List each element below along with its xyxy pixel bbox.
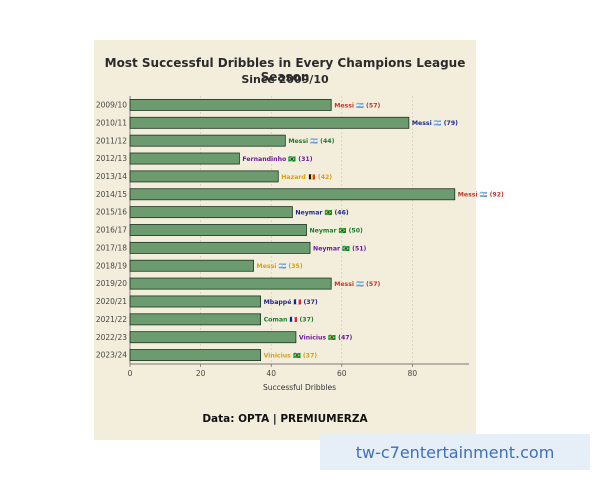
data-label-5: Messi 🇦🇷 (92) [458, 191, 504, 199]
category-label-12: 2021/22 [96, 315, 127, 324]
data-label-8: Neymar 🇧🇷 (51) [313, 244, 367, 252]
bar-2 [129, 134, 286, 147]
category-label-3: 2012/13 [96, 154, 127, 163]
watermark: tw-c7entertainment.com [320, 434, 590, 470]
category-label-5: 2014/15 [96, 190, 127, 199]
data-source-footer: Data: OPTA | PREMIUMERZA [202, 413, 368, 425]
data-label-10: Messi 🇦🇷 (57) [334, 280, 380, 288]
data-label-12: Coman 🇫🇷 (37) [264, 316, 314, 324]
bar-12 [129, 313, 262, 326]
data-label-1: Messi 🇦🇷 (79) [412, 119, 458, 127]
bar-5 [129, 188, 456, 201]
bar-6 [129, 206, 293, 219]
category-label-7: 2016/17 [96, 226, 127, 235]
bar-10 [129, 277, 332, 290]
x-tick-label-0: 0 [128, 369, 133, 378]
data-label-2: Messi 🇦🇷 (44) [288, 137, 334, 145]
x-tick-label-3: 60 [337, 369, 347, 378]
bar-11 [129, 295, 262, 308]
category-label-14: 2023/24 [96, 351, 127, 360]
data-label-9: Messi 🇦🇷 (35) [257, 262, 303, 270]
bar-8 [129, 241, 311, 254]
bar-3 [129, 152, 240, 165]
category-label-6: 2015/16 [96, 208, 127, 217]
data-label-14: Vinicius 🇧🇷 (37) [264, 351, 318, 359]
category-label-11: 2020/21 [96, 297, 127, 306]
data-label-0: Messi 🇦🇷 (57) [334, 101, 380, 109]
bar-1 [129, 116, 410, 129]
category-label-8: 2017/18 [96, 243, 127, 252]
chart-subtitle: Since 2009/10 [241, 73, 329, 86]
bar-9 [129, 259, 254, 272]
category-label-1: 2010/11 [96, 118, 127, 127]
category-label-10: 2019/20 [96, 279, 127, 288]
category-label-13: 2022/23 [96, 333, 127, 342]
x-tick-label-4: 80 [408, 369, 418, 378]
chart-title: Most Successful Dribbles in Every Champi… [104, 56, 466, 84]
data-label-11: Mbappé 🇫🇷 (37) [264, 298, 318, 306]
category-label-9: 2018/19 [96, 261, 127, 270]
data-label-13: Vinicius 🇧🇷 (47) [299, 334, 353, 342]
category-label-0: 2009/10 [96, 101, 127, 110]
x-tick-label-2: 40 [266, 369, 276, 378]
data-label-6: Neymar 🇧🇷 (46) [295, 209, 349, 217]
category-label-4: 2013/14 [96, 172, 127, 181]
data-label-3: Fernandinho 🇧🇷 (31) [242, 155, 312, 163]
bar-13 [129, 331, 297, 344]
bar-0 [129, 98, 332, 111]
bar-7 [129, 224, 307, 236]
data-label-7: Neymar 🇧🇷 (50) [310, 226, 364, 234]
bar-4 [129, 170, 279, 183]
bar-14 [129, 349, 262, 362]
category-label-2: 2011/12 [96, 136, 127, 145]
x-axis-label: Successful Dribbles [262, 383, 337, 392]
x-tick-label-1: 20 [196, 369, 206, 378]
data-label-4: Hazard 🇧🇪 (42) [281, 173, 332, 181]
